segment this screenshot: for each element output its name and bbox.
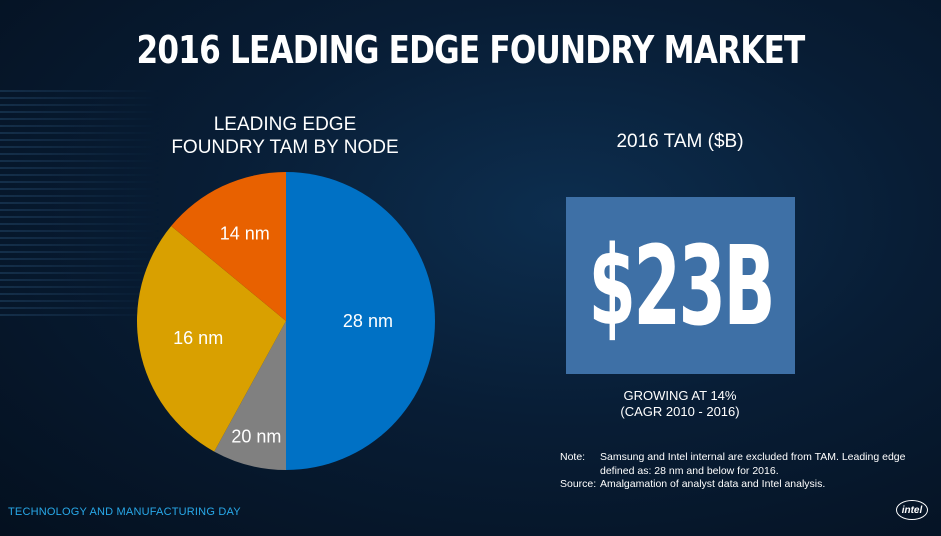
page-title: 2016 LEADING EDGE FOUNDRY MARKET bbox=[136, 28, 806, 72]
chart-title: LEADING EDGE FOUNDRY TAM BY NODE bbox=[130, 113, 440, 159]
notes: Note: Samsung and Intel internal are exc… bbox=[560, 451, 920, 492]
growth-rate: GROWING AT 14% bbox=[623, 388, 737, 403]
growth-text: GROWING AT 14% (CAGR 2010 - 2016) bbox=[560, 388, 800, 420]
pie-slice-16nm bbox=[137, 226, 286, 452]
pie-label-20nm: 20 nm bbox=[231, 426, 281, 446]
source-row: Source: Amalgamation of analyst data and… bbox=[560, 478, 920, 492]
chart-title-line-1: LEADING EDGE bbox=[213, 114, 357, 135]
chart-title-line-2: FOUNDRY TAM BY NODE bbox=[171, 137, 399, 158]
pie-slice-28nm bbox=[286, 172, 435, 470]
pie-label-28nm: 28 nm bbox=[343, 311, 393, 331]
pie-label-14nm: 14 nm bbox=[220, 223, 270, 243]
pie-slice-14nm bbox=[171, 172, 286, 321]
source-key: Source: bbox=[560, 478, 597, 490]
background-streaks bbox=[0, 90, 160, 320]
pie-slice-20nm bbox=[214, 321, 286, 470]
growth-period: (CAGR 2010 - 2016) bbox=[620, 404, 740, 419]
tam-heading: 2016 TAM ($B) bbox=[616, 131, 744, 152]
note-key: Note: bbox=[560, 451, 586, 463]
note-text: Samsung and Intel internal are excluded … bbox=[600, 451, 906, 477]
note-row: Note: Samsung and Intel internal are exc… bbox=[560, 451, 920, 478]
tam-value-box: $23B bbox=[566, 197, 795, 374]
tam-value: $23B bbox=[588, 221, 775, 350]
pie-label-16nm: 16 nm bbox=[173, 328, 223, 348]
intel-logo: intel bbox=[896, 500, 928, 520]
source-text: Amalgamation of analyst data and Intel a… bbox=[600, 478, 826, 490]
footer-text: TECHNOLOGY AND MANUFACTURING DAY bbox=[8, 506, 241, 518]
